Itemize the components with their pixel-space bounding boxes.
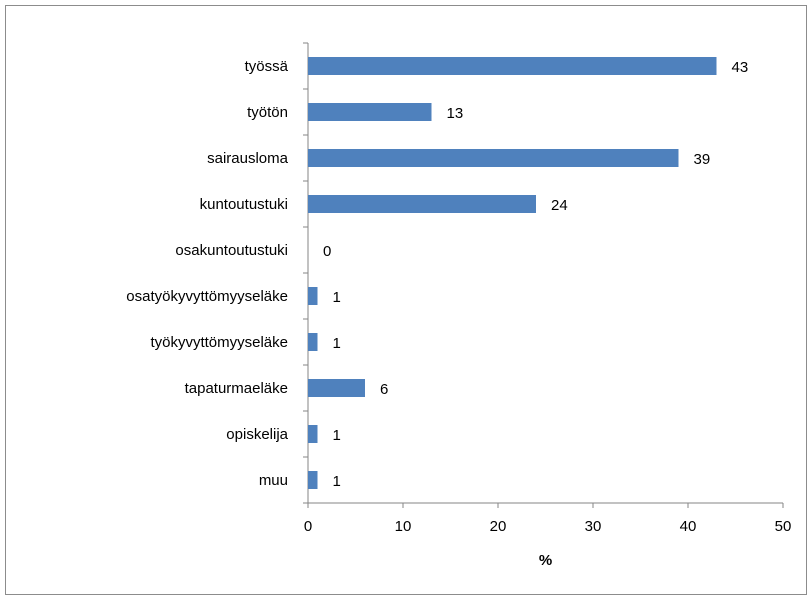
category-label: osakuntoutustuki — [175, 242, 288, 259]
data-label: 1 — [333, 473, 341, 490]
data-label: 6 — [380, 381, 388, 398]
data-label: 43 — [732, 59, 749, 76]
category-label: sairausloma — [207, 150, 289, 167]
category-label: työkyvyttömyyseläke — [150, 334, 288, 351]
x-tick-label: 50 — [775, 518, 792, 535]
x-tick-label: 30 — [585, 518, 602, 535]
bar — [308, 57, 717, 75]
category-label: muu — [259, 472, 288, 489]
x-tick-label: 10 — [395, 518, 412, 535]
category-label: opiskelija — [226, 426, 288, 443]
chart-frame: 0 10 20 30 40 50 työssä 43 työtön 13 sairausloma 39… — [5, 5, 807, 595]
bar — [308, 471, 318, 489]
x-tick-label: 0 — [304, 518, 312, 535]
data-label: 24 — [551, 197, 568, 214]
bar — [308, 333, 318, 351]
category-label: kuntoutustuki — [200, 196, 288, 213]
category-label: työtön — [247, 104, 288, 121]
x-axis-title: % — [539, 552, 552, 569]
category-label: työssä — [245, 58, 289, 75]
data-label: 1 — [333, 427, 341, 444]
category-label: osatyökyvyttömyyseläke — [126, 288, 288, 305]
bar — [308, 195, 536, 213]
bar — [308, 103, 432, 121]
x-tick-label: 20 — [490, 518, 507, 535]
data-label: 1 — [333, 335, 341, 352]
data-label: 39 — [694, 151, 711, 168]
bar — [308, 287, 318, 305]
bar — [308, 425, 318, 443]
x-tick-label: 40 — [680, 518, 697, 535]
data-label: 13 — [447, 105, 464, 122]
category-label: tapaturmaeläke — [185, 380, 288, 397]
bar — [308, 149, 679, 167]
data-label: 1 — [333, 289, 341, 306]
data-label: 0 — [323, 243, 331, 260]
bar — [308, 379, 365, 397]
